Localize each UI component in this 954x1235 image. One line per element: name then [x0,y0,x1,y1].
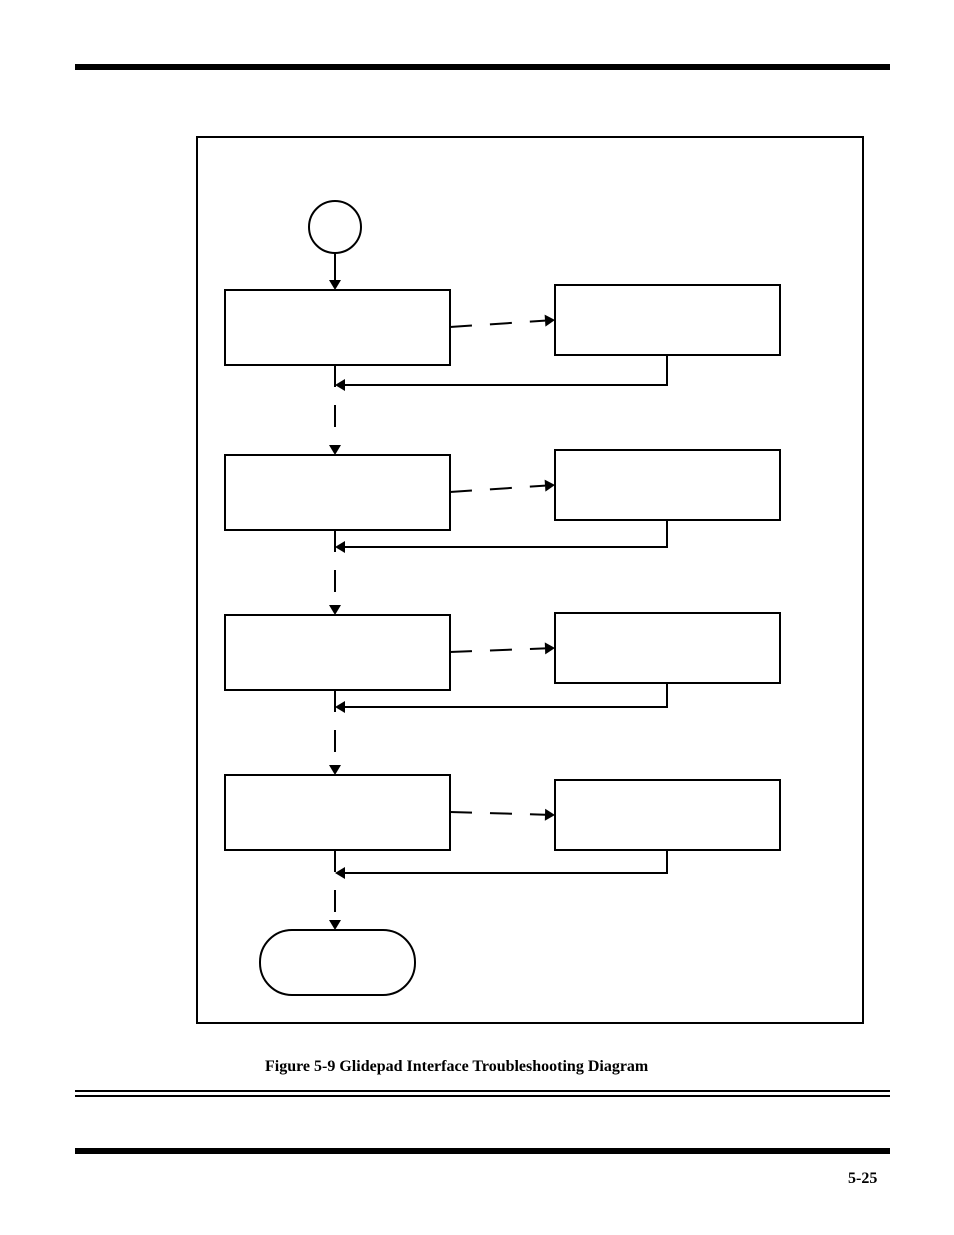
flowchart [195,135,865,1025]
page-number: 5-25 [848,1170,877,1188]
rule-top [75,64,890,70]
page: Figure 5-9 Glidepad Interface Troublesho… [0,0,954,1235]
rule-double-a [75,1090,890,1092]
rule-double-b [75,1095,890,1097]
rule-bottom [75,1148,890,1154]
figure-caption: Figure 5-9 Glidepad Interface Troublesho… [265,1058,648,1076]
